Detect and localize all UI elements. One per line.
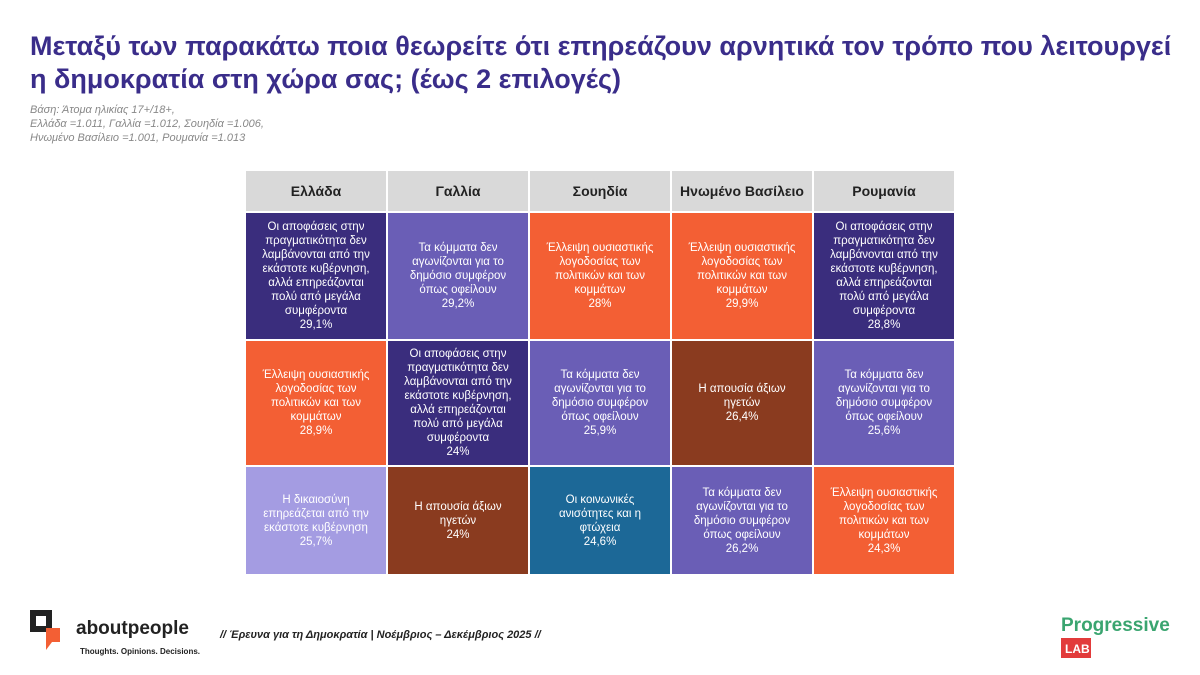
table-cell: Έλλειψη ουσιαστικής λογοδοσίας των πολιτ…	[671, 212, 813, 340]
table-cell: Οι αποφάσεις στην πραγματικότητα δεν λαμ…	[813, 212, 955, 340]
results-table: Ελλάδα Γαλλία Σουηδία Ηνωμένο Βασίλειο Ρουμα…	[245, 170, 955, 575]
cell-label: Έλλειψη ουσιαστικής λογοδοσίας των πολιτ…	[546, 242, 654, 296]
cell-label: Οι κοινωνικές ανισότητες και η φτώχεια	[558, 493, 642, 534]
table-cell: Η απουσία άξιων ηγετών 24%	[387, 466, 529, 575]
cell-value: 28,8%	[867, 319, 901, 331]
cell-value: 26,2%	[725, 542, 759, 555]
cell-label: Η δικαιοσύνη επηρεάζεται από την εκάστοτ…	[263, 493, 369, 534]
cell-label: Η απουσία άξιων ηγετών	[698, 383, 786, 409]
cell-value: 24,3%	[867, 542, 901, 555]
base-note: Βάση: Άτομα ηλικίας 17+/18+, Ελλάδα =1.01…	[30, 103, 264, 145]
cell-label: Τα κόμματα δεν αγωνίζονται για το δημόσι…	[835, 369, 933, 423]
cell-label: Τα κόμματα δεν αγωνίζονται για το δημόσι…	[409, 242, 507, 296]
table-cell: Οι αποφάσεις στην πραγματικότητα δεν λαμ…	[387, 340, 529, 466]
table-cell: Τα κόμματα δεν αγωνίζονται για το δημόσι…	[671, 466, 813, 575]
table-cell: Τα κόμματα δεν αγωνίζονται για το δημόσι…	[813, 340, 955, 466]
cell-value: 24%	[446, 528, 470, 541]
progressive-lab-logo: Progressive LAB	[1061, 615, 1170, 658]
aboutpeople-logo: aboutpeople Thoughts. Opinions. Decision…	[30, 610, 200, 656]
cell-value: 29,9%	[725, 298, 759, 310]
cell-value: 29,1%	[299, 319, 333, 331]
column-header: Σουηδία	[529, 170, 671, 212]
survey-note: // Έρευνα για τη Δημοκρατία | Νοέμβριος …	[220, 629, 541, 641]
table-cell: Οι κοινωνικές ανισότητες και η φτώχεια 24…	[529, 466, 671, 575]
cell-value: 24,6%	[583, 535, 617, 548]
table-cell: Έλλειψη ουσιαστικής λογοδοσίας των πολιτ…	[529, 212, 671, 340]
base-line: Ηνωμένο Βασίλειο =1.001, Ρουμανία =1.013	[30, 132, 246, 144]
cell-value: 25,7%	[299, 535, 333, 548]
brand: aboutpeople	[76, 618, 189, 639]
cell-value: 29,2%	[441, 298, 475, 310]
cell-value: 28,9%	[299, 425, 333, 437]
table-cell: Τα κόμματα δεν αγωνίζονται για το δημόσι…	[529, 340, 671, 466]
table-cell: Οι αποφάσεις στην πραγματικότητα δεν λαμ…	[245, 212, 387, 340]
cell-label: Οι αποφάσεις στην πραγματικότητα δεν λαμ…	[262, 221, 370, 317]
cell-value: 25,9%	[583, 425, 617, 437]
partner: Progressive	[1061, 615, 1170, 636]
cell-label: Έλλειψη ουσιαστικής λογοδοσίας των πολιτ…	[830, 486, 938, 541]
column-header: Ελλάδα	[245, 170, 387, 212]
base-line: Ελλάδα =1.011, Γαλλία =1.012, Σουηδία =1…	[30, 118, 264, 130]
cell-label: Τα κόμματα δεν αγωνίζονται για το δημόσι…	[551, 369, 649, 423]
cell-value: 26,4%	[725, 411, 759, 423]
cell-label: Έλλειψη ουσιαστικής λογοδοσίας των πολιτ…	[262, 369, 370, 423]
base-line: Βάση: Άτομα ηλικίας 17+/18+,	[30, 104, 175, 116]
partner-tag: LAB	[1065, 642, 1090, 656]
title: Μεταξύ των παρακάτω ποια θεωρείτε ότι επ…	[30, 31, 1172, 94]
column-header: Γαλλία	[387, 170, 529, 212]
cell-value: 25,6%	[867, 425, 901, 437]
column-header: Ρουμανία	[813, 170, 955, 212]
table-cell: Έλλειψη ουσιαστικής λογοδοσίας των πολιτ…	[813, 466, 955, 575]
table-cell: Τα κόμματα δεν αγωνίζονται για το δημόσι…	[387, 212, 529, 340]
cell-label: Οι αποφάσεις στην πραγματικότητα δεν λαμ…	[404, 348, 512, 444]
table-cell: Η δικαιοσύνη επηρεάζεται από την εκάστοτ…	[245, 466, 387, 575]
table-cell: Έλλειψη ουσιαστικής λογοδοσίας των πολιτ…	[245, 340, 387, 466]
cell-value: 24%	[446, 446, 470, 458]
table-cell: Η απουσία άξιων ηγετών 26,4%	[671, 340, 813, 466]
cell-value: 28%	[588, 298, 612, 310]
column-header: Ηνωμένο Βασίλειο	[671, 170, 813, 212]
cell-label: Η απουσία άξιων ηγετών	[414, 500, 502, 527]
cell-label: Τα κόμματα δεν αγωνίζονται για το δημόσι…	[693, 486, 791, 541]
tagline: Thoughts. Opinions. Decisions.	[80, 647, 200, 656]
cell-label: Έλλειψη ουσιαστικής λογοδοσίας των πολιτ…	[688, 242, 796, 296]
cell-label: Οι αποφάσεις στην πραγματικότητα δεν λαμ…	[830, 221, 938, 317]
